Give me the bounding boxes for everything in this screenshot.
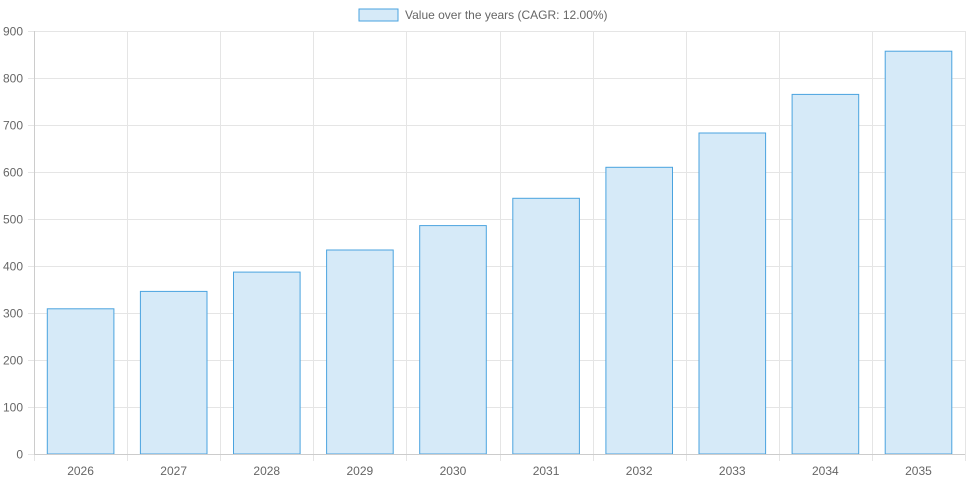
y-tick-label: 500 bbox=[3, 213, 23, 227]
x-tick-label: 2035 bbox=[905, 464, 932, 478]
bar-2027[interactable] bbox=[139, 290, 208, 455]
bar-2030[interactable] bbox=[419, 225, 487, 455]
bar-2035[interactable] bbox=[884, 50, 953, 455]
bar-2031[interactable] bbox=[512, 197, 580, 455]
y-tick-label: 600 bbox=[3, 166, 23, 180]
legend-swatch[interactable] bbox=[358, 8, 399, 22]
legend-label[interactable]: Value over the years (CAGR: 12.00%) bbox=[405, 8, 608, 22]
bar-2026[interactable] bbox=[46, 308, 115, 455]
y-tick-label: 700 bbox=[3, 119, 23, 133]
x-tick-label: 2027 bbox=[160, 464, 187, 478]
bar-2029[interactable] bbox=[326, 249, 394, 455]
x-tick-label: 2029 bbox=[346, 464, 373, 478]
bar-2032[interactable] bbox=[605, 166, 674, 455]
y-tick-label: 300 bbox=[3, 307, 23, 321]
y-tick-label: 900 bbox=[3, 25, 23, 39]
bars bbox=[46, 50, 953, 455]
x-tick-label: 2028 bbox=[253, 464, 280, 478]
x-axis-tick-labels: 2026 2027 2028 2029 2030 2031 2032 2033 2034 2035 bbox=[67, 464, 932, 478]
bar-2033[interactable] bbox=[698, 132, 767, 455]
bar-2034[interactable] bbox=[791, 93, 860, 455]
axes bbox=[34, 31, 965, 455]
x-tick-label: 2033 bbox=[719, 464, 746, 478]
x-tick-label: 2026 bbox=[67, 464, 94, 478]
y-tick-label: 100 bbox=[3, 401, 23, 415]
y-tick-label: 800 bbox=[3, 72, 23, 86]
x-tick-label: 2031 bbox=[533, 464, 560, 478]
x-tick-label: 2032 bbox=[626, 464, 653, 478]
x-tick-label: 2034 bbox=[812, 464, 839, 478]
y-tick-label: 200 bbox=[3, 354, 23, 368]
y-tick-label: 400 bbox=[3, 260, 23, 274]
x-tick-label: 2030 bbox=[440, 464, 467, 478]
y-tick-label: 0 bbox=[16, 448, 23, 462]
legend[interactable]: Value over the years (CAGR: 12.00%) bbox=[358, 8, 608, 22]
y-axis-tick-labels: 0 100 200 300 400 500 600 700 800 900 bbox=[3, 25, 23, 462]
bar-2028[interactable] bbox=[233, 271, 301, 455]
